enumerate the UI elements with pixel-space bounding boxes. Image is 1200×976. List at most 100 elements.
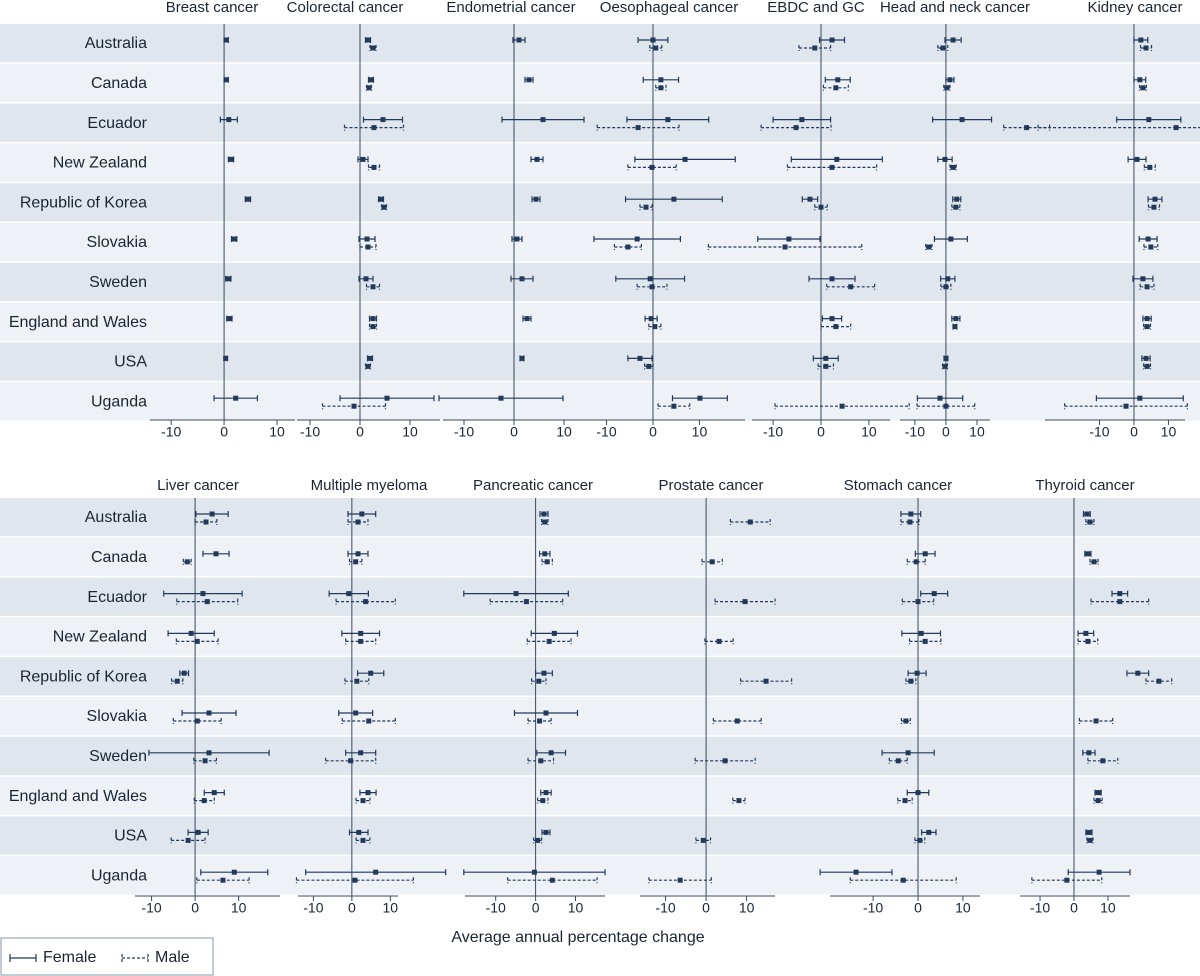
point (549, 877, 555, 883)
x-tick-label: -10 (300, 424, 320, 440)
point (812, 45, 818, 51)
error-bar (760, 124, 832, 131)
point (1145, 236, 1151, 242)
x-tick-label: 0 (356, 424, 364, 440)
point (223, 77, 229, 83)
point (948, 236, 954, 242)
error-bar (940, 283, 952, 290)
panel-title: Endometrial cancer (446, 0, 575, 16)
point (818, 204, 824, 210)
point (1137, 77, 1143, 83)
error-bar (729, 519, 771, 525)
x-tick-label: 10 (383, 900, 399, 916)
point (646, 363, 652, 369)
point (1087, 837, 1093, 843)
error-bar (937, 45, 949, 51)
x-tick-label: -10 (303, 900, 323, 916)
error-bar (900, 718, 911, 724)
point (937, 395, 943, 401)
row-band (0, 697, 1200, 736)
category-label: England and Wales (9, 314, 147, 331)
x-tick-label: 10 (739, 900, 755, 916)
point (202, 758, 208, 764)
point (1151, 204, 1157, 210)
point (526, 77, 532, 83)
point (365, 37, 371, 43)
error-bar (172, 718, 222, 724)
point (381, 204, 387, 210)
point (959, 117, 965, 123)
error-bar (704, 638, 734, 645)
category-label: England and Wales (9, 788, 147, 805)
point (533, 196, 539, 202)
point (1085, 551, 1091, 557)
point (649, 284, 655, 290)
point (823, 355, 829, 361)
x-tick-label: 0 (942, 424, 950, 440)
point (833, 85, 839, 91)
point (537, 718, 543, 724)
point (1146, 117, 1152, 123)
x-tick-label: -10 (863, 900, 883, 916)
row-band (0, 736, 1200, 776)
point (1140, 85, 1146, 91)
point (534, 156, 540, 162)
error-bar (507, 877, 598, 884)
row-band (0, 382, 1200, 421)
point (355, 551, 361, 557)
panel-title: Pancreatic cancer (473, 477, 593, 494)
point (203, 519, 209, 525)
legend-swatch (121, 954, 149, 962)
point (181, 670, 187, 676)
error-bar (335, 598, 396, 605)
point (652, 324, 658, 330)
row-band (0, 262, 1200, 302)
category-label: Sweden (89, 274, 147, 291)
point (211, 790, 217, 796)
point (625, 244, 631, 250)
point (226, 117, 232, 123)
x-tick-label: 10 (1100, 900, 1116, 916)
x-tick-label: 0 (348, 900, 356, 916)
point (834, 156, 840, 162)
point (926, 829, 932, 835)
error-bar (900, 519, 920, 525)
point (650, 37, 656, 43)
point (1144, 324, 1150, 330)
point (220, 877, 226, 883)
error-bar (951, 204, 961, 211)
point (1064, 877, 1070, 883)
category-label: Slovakia (87, 234, 148, 251)
x-tick-label: 0 (220, 424, 228, 440)
point (363, 599, 369, 605)
point (543, 790, 549, 796)
point (914, 670, 920, 676)
point (346, 591, 352, 597)
point (535, 837, 541, 843)
point (366, 85, 372, 91)
point (524, 316, 530, 322)
error-bar (820, 323, 852, 330)
point (1140, 276, 1146, 282)
point (1100, 758, 1106, 764)
point (1134, 156, 1140, 162)
legend-label: Female (43, 949, 96, 966)
point (643, 204, 649, 210)
point (734, 718, 740, 724)
error-bar (712, 718, 762, 724)
panel-title: Oesophageal cancer (600, 0, 738, 16)
error-bar (888, 757, 908, 764)
x-tick-label: 10 (1161, 424, 1177, 440)
error-bar (627, 164, 677, 171)
category-label: Uganda (91, 393, 147, 410)
row-band (0, 342, 1200, 381)
point (943, 403, 949, 409)
row-band (0, 657, 1200, 696)
point (519, 276, 525, 282)
point (1137, 395, 1143, 401)
legend-label: Male (155, 949, 190, 966)
point (223, 37, 229, 43)
row-band (0, 577, 1200, 616)
category-label: USA (114, 354, 147, 371)
point (953, 316, 959, 322)
